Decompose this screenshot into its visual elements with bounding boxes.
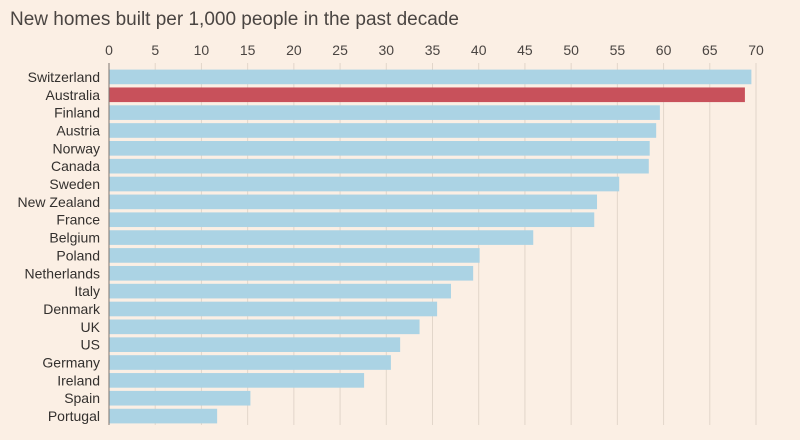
category-label: Canada bbox=[51, 158, 100, 174]
tick-label: 65 bbox=[702, 42, 718, 58]
bar bbox=[109, 283, 451, 299]
tick-label: 40 bbox=[471, 42, 487, 58]
chart-title: New homes built per 1,000 people in the … bbox=[10, 9, 459, 30]
bar bbox=[109, 373, 365, 388]
bar bbox=[109, 105, 660, 120]
category-label: Sweden bbox=[49, 176, 100, 192]
tick-label: 5 bbox=[151, 42, 159, 58]
bar bbox=[109, 158, 649, 174]
bar bbox=[109, 319, 420, 335]
tick-label: 20 bbox=[286, 42, 302, 58]
tick-label: 0 bbox=[105, 42, 113, 58]
bar bbox=[109, 408, 218, 424]
category-label: Poland bbox=[56, 247, 100, 263]
bar bbox=[109, 87, 745, 103]
category-label: Norway bbox=[53, 140, 100, 156]
bar bbox=[109, 194, 598, 210]
bar bbox=[109, 141, 650, 156]
tick-label: 15 bbox=[240, 42, 256, 58]
tick-label: 25 bbox=[332, 42, 348, 58]
bar bbox=[109, 248, 480, 263]
category-label: Switzerland bbox=[28, 69, 100, 85]
category-label: Portugal bbox=[48, 408, 100, 424]
category-label: UK bbox=[81, 319, 101, 335]
tick-label: 70 bbox=[748, 42, 764, 58]
bar bbox=[109, 301, 438, 317]
tick-label: 30 bbox=[378, 42, 394, 58]
category-label: Finland bbox=[54, 105, 100, 121]
category-label: Denmark bbox=[43, 301, 101, 317]
bar bbox=[109, 265, 474, 281]
bar bbox=[109, 69, 752, 85]
category-label: France bbox=[56, 212, 100, 228]
tick-label: 55 bbox=[610, 42, 626, 58]
category-label: Austria bbox=[56, 122, 100, 138]
tick-label: 50 bbox=[563, 42, 579, 58]
bar bbox=[109, 230, 534, 245]
bar bbox=[109, 123, 657, 138]
category-label: Australia bbox=[46, 87, 101, 103]
bar bbox=[109, 355, 391, 370]
category-label: New Zealand bbox=[18, 194, 101, 210]
category-label: Spain bbox=[64, 390, 100, 406]
category-label: US bbox=[81, 337, 100, 353]
bar bbox=[109, 212, 595, 228]
tick-label: 10 bbox=[194, 42, 210, 58]
bar bbox=[109, 176, 620, 192]
category-label: Belgium bbox=[49, 230, 100, 246]
tick-label: 35 bbox=[425, 42, 441, 58]
tick-label: 45 bbox=[517, 42, 533, 58]
bar bbox=[109, 337, 401, 352]
category-label: Germany bbox=[42, 355, 100, 371]
category-label: Italy bbox=[74, 283, 100, 299]
tick-label: 60 bbox=[656, 42, 672, 58]
bar bbox=[109, 390, 251, 406]
category-label: Ireland bbox=[57, 372, 100, 388]
category-label: Netherlands bbox=[25, 265, 101, 281]
